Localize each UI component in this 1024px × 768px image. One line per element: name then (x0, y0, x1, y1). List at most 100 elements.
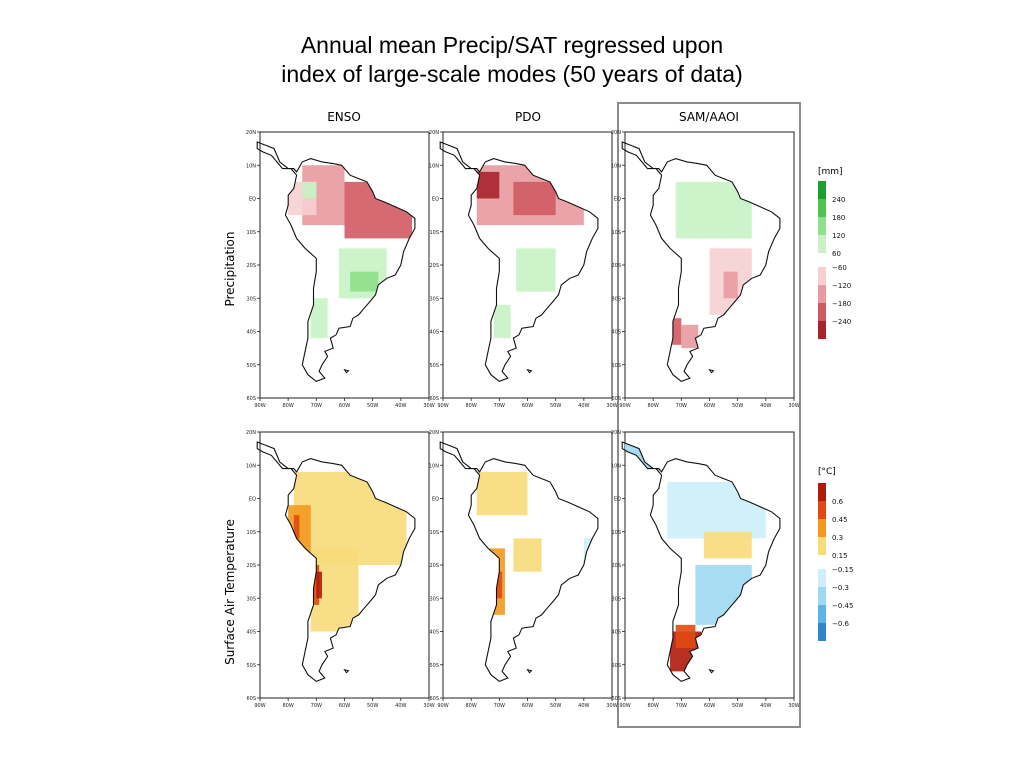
lon-tick-label: 30W (788, 703, 799, 709)
lon-tick-label: 70W (494, 403, 505, 409)
lon-tick-label: 80W (466, 703, 477, 709)
lat-tick-label: 40S (611, 630, 621, 636)
coastline (256, 441, 416, 683)
colorbar-label: −120 (832, 282, 851, 290)
lat-tick-label: 60S (429, 696, 439, 702)
coastline (439, 141, 599, 383)
lat-tick-label: 50S (611, 663, 621, 669)
lon-tick-label: 80W (648, 703, 659, 709)
coastline (621, 141, 781, 383)
anomaly-patch (476, 171, 500, 199)
falklands-outline (526, 668, 533, 674)
highlight-box-sam (617, 102, 801, 728)
colorbar-swatch (818, 569, 826, 587)
lat-tick-label: 10N (611, 463, 621, 469)
anomaly-patch (675, 624, 696, 649)
lat-tick-label: 10N (429, 463, 439, 469)
lon-tick-label: 50W (550, 703, 561, 709)
colorbar-swatch (818, 537, 826, 555)
lat-tick-label: 30S (611, 296, 621, 302)
falklands-outline (343, 668, 350, 674)
lat-tick-label: EQ (432, 197, 439, 203)
lat-tick-label: 30S (429, 296, 439, 302)
lon-tick-label: 80W (283, 703, 294, 709)
falklands-outline (708, 368, 715, 374)
colorbar-label: −0.3 (832, 584, 849, 592)
lon-tick-label: 80W (648, 403, 659, 409)
column-header-pdo: PDO (515, 110, 541, 124)
coastline (256, 141, 416, 383)
colorbar-label: 0.3 (832, 534, 843, 542)
lon-tick-label: 30W (788, 403, 799, 409)
lat-tick-label: EQ (614, 497, 621, 503)
lat-tick-label: 10N (246, 163, 256, 169)
lat-tick-label: 20S (611, 263, 621, 269)
colorbar-label: −0.15 (832, 566, 853, 574)
lon-tick-label: 50W (732, 703, 743, 709)
lon-tick-label: 60W (704, 403, 715, 409)
coastline (621, 441, 781, 683)
anomaly-patch (723, 271, 738, 299)
lat-tick-label: 20S (429, 563, 439, 569)
anomaly-patch (310, 565, 320, 605)
lon-tick-label: 70W (311, 703, 322, 709)
lon-tick-label: 60W (522, 703, 533, 709)
lat-tick-label: 10S (246, 530, 256, 536)
lon-tick-label: 90W (437, 703, 448, 709)
lat-tick-label: 60S (611, 396, 621, 402)
lat-tick-label: 60S (611, 696, 621, 702)
lat-tick-label: 10S (246, 230, 256, 236)
lon-tick-label: 50W (732, 403, 743, 409)
lon-tick-label: 70W (494, 703, 505, 709)
colorbar-label: 240 (832, 196, 845, 204)
figure-title-line-1: Annual mean Precip/SAT regressed upon (300, 32, 724, 58)
lon-tick-label: 50W (367, 403, 378, 409)
lon-tick-label: 30W (423, 703, 434, 709)
lat-tick-label: 20N (429, 130, 439, 136)
lon-tick-label: 40W (578, 403, 589, 409)
lon-tick-label: 70W (676, 703, 687, 709)
anomaly-patch (350, 271, 379, 292)
lon-tick-label: 50W (367, 703, 378, 709)
lon-tick-label: 70W (311, 403, 322, 409)
colorbar-swatch (818, 321, 826, 339)
colorbar-swatch (818, 217, 826, 235)
anomaly-patch (310, 298, 328, 339)
lat-tick-label: 50S (246, 663, 256, 669)
colorbar-label: 0.6 (832, 498, 844, 506)
lon-tick-label: 90W (619, 403, 630, 409)
lon-tick-label: 60W (704, 703, 715, 709)
lon-tick-label: 60W (339, 703, 350, 709)
lon-tick-label: 80W (283, 403, 294, 409)
lat-tick-label: 30S (429, 596, 439, 602)
lat-tick-label: 20N (246, 430, 256, 436)
lat-tick-label: 30S (246, 596, 256, 602)
lat-tick-label: 60S (429, 396, 439, 402)
colorbar-swatch (818, 267, 826, 285)
lat-tick-label: 10S (611, 230, 621, 236)
anomaly-patch (670, 318, 682, 345)
lon-tick-label: 30W (606, 403, 617, 409)
lat-tick-label: 10N (429, 163, 439, 169)
anomaly-patch (703, 531, 752, 559)
lon-tick-label: 40W (760, 403, 771, 409)
anomaly-patch (513, 181, 556, 216)
lat-tick-label: 20S (246, 563, 256, 569)
colorbar-swatch (818, 303, 826, 321)
lon-tick-label: 80W (466, 403, 477, 409)
lat-tick-label: 30S (246, 296, 256, 302)
sat-colorbar-unit: [°C] (818, 467, 836, 477)
anomaly-patch (293, 515, 300, 539)
anomaly-patch (513, 538, 542, 572)
sat-colorbar: 0.6 0.45 0.3 0.15 −0.15 −0.3 −0.45 −0.6 (818, 483, 853, 641)
anomaly-patch (316, 571, 322, 599)
lon-tick-label: 90W (619, 703, 630, 709)
figure-title-line-2: index of large-scale modes (50 years of … (281, 61, 743, 87)
colorbar-swatch (818, 235, 826, 253)
falklands-outline (343, 368, 350, 374)
lat-tick-label: 50S (246, 363, 256, 369)
lon-tick-label: 60W (522, 403, 533, 409)
lat-tick-label: 50S (429, 363, 439, 369)
